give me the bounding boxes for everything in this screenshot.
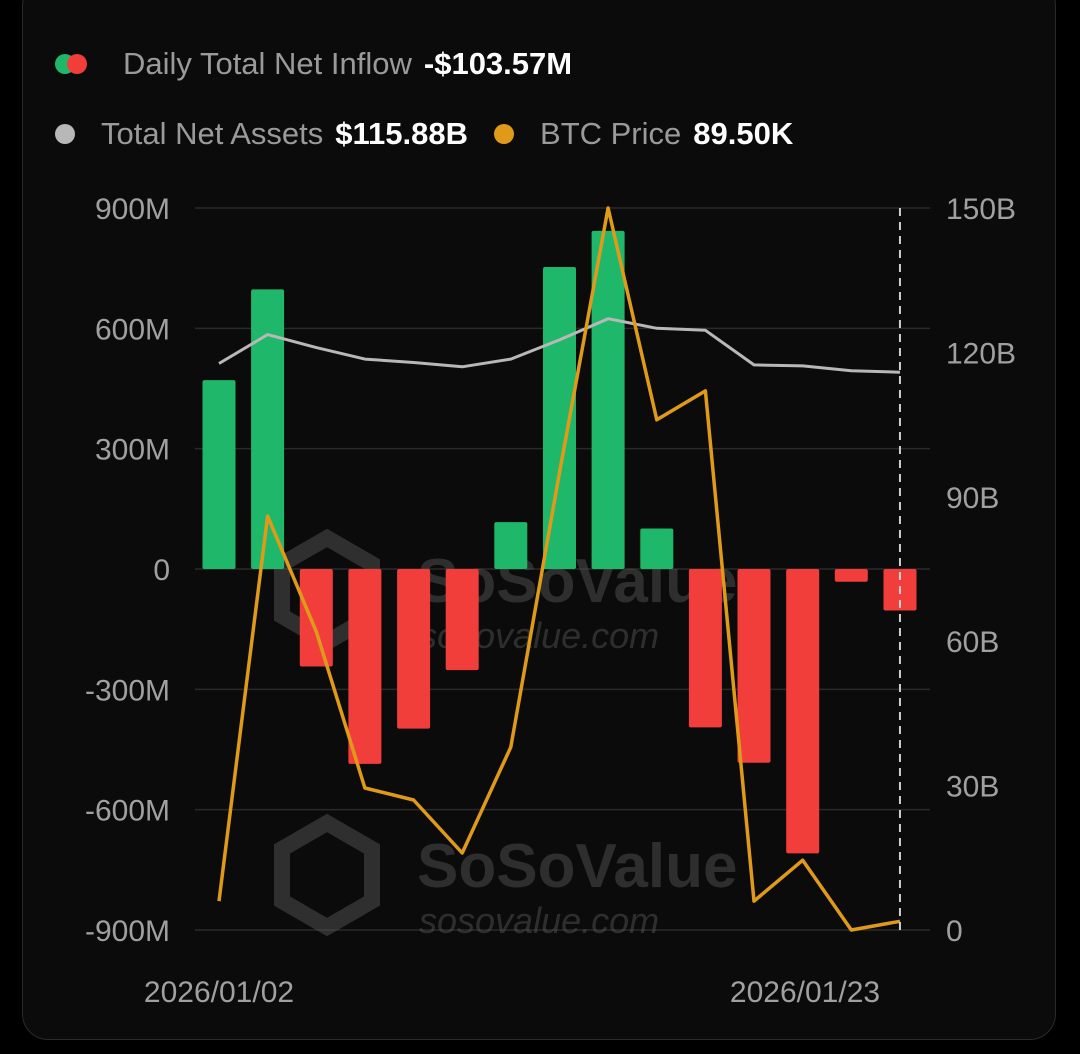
y-left-tick-label: 300M — [95, 434, 170, 467]
btc-price-line — [217, 206, 901, 932]
y-left-tick-label: 900M — [95, 193, 170, 226]
assets-legend-dot-icon — [55, 124, 75, 144]
y-right-tick-label: 0 — [946, 915, 963, 948]
inflow-bar — [786, 569, 820, 854]
x-tick-label: 2026/01/02 — [144, 976, 294, 1009]
inflow-bar — [640, 528, 674, 569]
watermark-site: sosovalue.com — [419, 900, 659, 941]
inflow-legend-value: -$103.57M — [423, 46, 573, 81]
watermark-brand: SoSoValue — [417, 832, 737, 901]
y-right-tick-label: 30B — [946, 771, 999, 804]
btc-legend-dot-icon — [494, 124, 515, 144]
y-right-tick-label: 90B — [946, 482, 999, 515]
inflow-bar — [591, 230, 625, 569]
net-assets-line — [218, 317, 901, 374]
inflow-bar — [834, 569, 868, 582]
legend-row-inflow: Daily Total Net Inflow -$103.57M — [55, 46, 572, 82]
inflow-legend-label: Daily Total Net Inflow — [123, 46, 412, 81]
inflow-bar — [397, 569, 431, 729]
y-left-tick-label: -600M — [85, 795, 170, 828]
y-right-tick-label: 60B — [946, 626, 999, 659]
x-tick-label: 2026/01/23 — [730, 976, 880, 1009]
inflow-bar — [737, 569, 771, 763]
inflow-bar — [251, 289, 285, 569]
inflow-legend-icon — [55, 54, 89, 74]
watermark-logo-icon — [274, 813, 380, 937]
inflow-bar — [348, 569, 382, 764]
chart-card — [22, 0, 1056, 1040]
y-right-tick-label: 150B — [946, 193, 1016, 226]
assets-legend-value: $115.88B — [335, 116, 469, 151]
assets-legend-label: Total Net Assets — [101, 116, 324, 151]
y-left-tick-label: 0 — [153, 554, 170, 587]
btc-legend-label: BTC Price — [540, 116, 682, 151]
y-left-tick-label: -300M — [85, 674, 170, 707]
inflow-bar — [688, 569, 722, 728]
y-left-tick-label: -900M — [85, 915, 170, 948]
inflow-bar — [445, 569, 479, 671]
y-right-tick-label: 120B — [946, 337, 1016, 370]
legend-row-assets-btc: Total Net Assets $115.88B BTC Price 89.5… — [55, 116, 793, 152]
y-left-tick-label: 600M — [95, 313, 170, 346]
inflow-bar — [202, 380, 236, 569]
inflow-bar — [299, 569, 333, 667]
btc-legend-value: 89.50K — [693, 116, 794, 151]
inflow-bar — [494, 522, 528, 569]
